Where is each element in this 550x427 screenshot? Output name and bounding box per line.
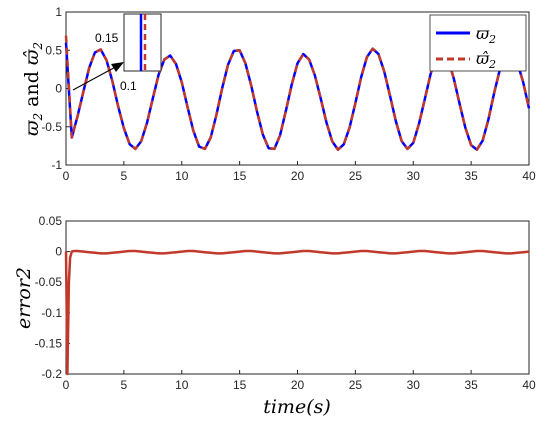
top-x-tick-label: 5 [121,169,128,183]
bottom-y-ticks: 0.05 0 -0.05 -0.1 -0.15 -0.2 [35,214,70,381]
bottom-x-ticks: 0 5 10 15 20 25 30 35 40 [63,370,536,392]
top-series-lines [64,35,531,151]
top-series-line-1 [64,35,531,151]
top-y-axis-label: ϖ2 and ϖ̂2 [21,42,45,136]
bottom-x-tick-label: 40 [522,378,536,392]
top-chart: 10.50-0.5-1 0 5 10 15 20 25 30 35 40 ϖ2 and ϖ̂2 … [21,5,536,183]
top-ylabel-part-1: 2 [31,113,45,122]
bottom-y-tick-label: -0.2 [41,367,62,381]
inset-arrow [72,63,122,91]
bottom-y-tick-label: 0.05 [39,214,63,228]
top-y-tick-label: 0.5 [45,43,62,57]
bottom-x-tick-label: 30 [407,378,421,392]
bottom-x-tick-label: 25 [349,378,363,392]
bottom-y-tick-label: -0.15 [35,336,63,350]
top-x-tick-label: 0 [63,169,70,183]
bottom-series-line-0 [64,249,530,376]
inset-tick-bottom: 0.1 [120,79,137,93]
bottom-y-tick-label: -0.05 [35,275,63,289]
top-ylabel-part-2: and [21,65,43,113]
bottom-x-tick-label: 35 [464,378,478,392]
bottom-x-tick-label: 15 [233,378,247,392]
top-x-tick-label: 20 [291,169,305,183]
top-x-ticks: 0 5 10 15 20 25 30 35 40 [63,161,536,183]
top-y-tick-label: 0 [55,82,62,96]
bottom-y-tick-label: -0.1 [41,306,62,320]
bottom-x-axis-label: time(s) [263,396,331,418]
top-y-tick-label: -1 [51,158,62,172]
legend-label-0: ϖ2 [476,24,496,46]
bottom-x-tick-label: 5 [121,378,128,392]
top-y-ticks: 1 0.5 0 -0.5 -1 [41,5,70,172]
inset-arrow-head [111,62,124,72]
top-y-tick-label: -0.5 [41,120,62,134]
top-x-tick-label: 25 [349,169,363,183]
top-ylabel-part-0: ϖ [21,120,43,136]
bottom-series-lines [64,249,530,376]
bottom-x-tick-label: 10 [175,378,189,392]
inset: 0.15 0.1 [72,13,162,93]
bottom-plot-area [65,220,530,375]
bottom-y-tick-label: 0 [55,245,62,259]
legend: ϖ2 ϖ̂2 [429,14,527,72]
top-ylabel-part-4: 2 [31,42,45,51]
top-ylabel-part-3: ϖ̂ [21,49,43,65]
top-x-tick-label: 30 [407,169,421,183]
bottom-chart: 0.05 0 -0.05 -0.1 -0.15 -0.2 0 5 10 15 20 25 30 35 40… [13,214,536,418]
top-x-tick-label: 35 [464,169,478,183]
top-x-tick-label: 40 [522,169,536,183]
bottom-x-tick-label: 20 [291,378,305,392]
top-y-tick-label: 1 [55,5,62,19]
legend-box [429,14,527,72]
top-x-tick-label: 10 [175,169,189,183]
top-x-tick-label: 15 [233,169,247,183]
legend-label-1: ϖ̂2 [476,49,496,71]
bottom-y-axis-label: error2 [13,267,35,329]
inset-box [123,13,162,72]
bottom-x-tick-label: 0 [63,378,70,392]
inset-tick-top: 0.15 [95,31,119,45]
